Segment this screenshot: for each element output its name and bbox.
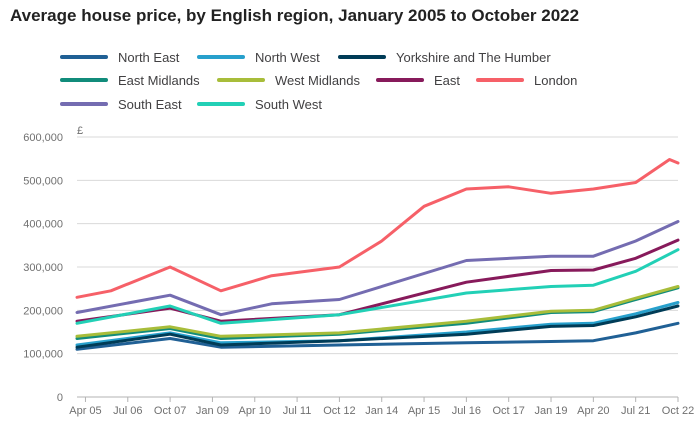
y-tick-label: 500,000 <box>23 175 63 187</box>
x-tick-label: Apr 15 <box>408 405 440 417</box>
y-tick-label: 400,000 <box>23 219 63 231</box>
legend-item-north-east: North East <box>60 48 179 66</box>
legend-label-yorkshire: Yorkshire and The Humber <box>396 49 551 65</box>
legend-item-east: East <box>376 71 460 89</box>
series-lines <box>75 158 680 351</box>
legend-item-north-west: North West <box>197 48 320 66</box>
y-tick-label: 200,000 <box>23 305 63 317</box>
legend-label-north-east: North East <box>118 49 180 65</box>
series-line-yorkshire-and-the-humber <box>75 304 680 349</box>
legend-item-yorkshire: Yorkshire and The Humber <box>338 48 551 66</box>
legend-label-south-east: South East <box>118 96 182 112</box>
x-tick-label: Apr 05 <box>69 405 101 417</box>
legend-item-south-west: South West <box>197 95 322 113</box>
legend-swatch-north-west <box>197 55 245 59</box>
series-line-south-west <box>75 248 680 325</box>
y-tick-label: 300,000 <box>23 262 63 274</box>
x-tick-label: Jul 16 <box>452 405 481 417</box>
x-tick-label: Oct 12 <box>323 405 355 417</box>
x-tick-label: Jul 11 <box>283 405 312 417</box>
y-axis: 0 100,000 200,000 300,000 400,000 500,000 600,… <box>23 132 63 404</box>
series-line-north-east <box>75 321 680 351</box>
legend-swatch-south-west <box>197 102 245 106</box>
legend-label-east-midlands: East Midlands <box>118 72 200 88</box>
legend-swatch-london <box>476 78 524 82</box>
legend-swatch-yorkshire <box>338 55 386 59</box>
legend-swatch-north-east <box>60 55 108 59</box>
y-axis-unit-label: £ <box>77 125 83 137</box>
chart-title: Average house price, by English region, … <box>10 6 580 25</box>
x-axis: Apr 05 Jul 06 Oct 07 Jan 09 Apr 10 Jul 11 Oct … <box>69 397 694 417</box>
x-tick-label: Jan 14 <box>365 405 398 417</box>
legend-label-north-west: North West <box>255 49 320 65</box>
legend-item-west-midlands: West Midlands <box>217 71 360 89</box>
y-tick-label: 0 <box>57 392 63 404</box>
legend-label-london: London <box>534 72 578 88</box>
series-line-south-east <box>75 220 680 317</box>
legend-item-south-east: South East <box>60 95 182 113</box>
x-tick-label: Apr 20 <box>577 405 609 417</box>
series-line-north-west <box>75 301 680 347</box>
legend-label-east: East <box>434 72 461 88</box>
legend-label-south-west: South West <box>255 96 322 112</box>
x-tick-label: Jul 06 <box>113 405 142 417</box>
x-tick-label: Apr 10 <box>239 405 271 417</box>
x-tick-label: Jan 19 <box>535 405 568 417</box>
y-tick-label: 600,000 <box>23 132 63 144</box>
legend-label-west-midlands: West Midlands <box>275 72 361 88</box>
legend-swatch-east <box>376 78 424 82</box>
legend-item-east-midlands: East Midlands <box>60 71 200 89</box>
x-tick-label: Oct 22 <box>662 405 694 417</box>
x-tick-label: Jul 21 <box>621 405 650 417</box>
x-tick-label: Jan 09 <box>196 405 229 417</box>
x-tick-label: Oct 07 <box>154 405 186 417</box>
legend-swatch-south-east <box>60 102 108 106</box>
series-line-london <box>75 158 680 299</box>
series-line-west-midlands <box>75 285 680 338</box>
y-tick-label: 100,000 <box>23 349 63 361</box>
legend-swatch-west-midlands <box>217 78 265 82</box>
legend-item-london: London <box>476 71 577 89</box>
x-tick-label: Oct 17 <box>493 405 525 417</box>
legend-swatch-east-midlands <box>60 78 108 82</box>
